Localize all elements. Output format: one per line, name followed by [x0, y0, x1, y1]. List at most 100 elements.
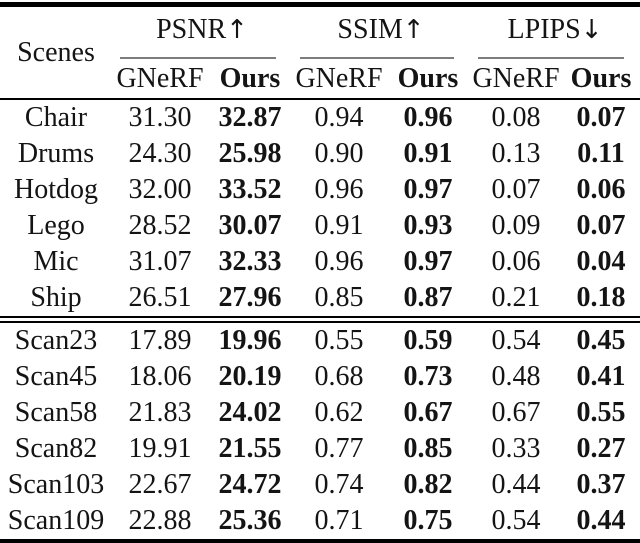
group-header-row: Scenes PSNR↑ SSIM↑ LPIPS↓ — [0, 4, 640, 100]
psnr-ours-value: 25.36 — [218, 505, 282, 536]
psnr-ours-value: 33.52 — [218, 174, 282, 205]
down-arrow-icon: ↓ — [580, 14, 603, 45]
psnr-gnerf-value: 22.88 — [128, 505, 192, 536]
ssim-ours-value: 0.93 — [403, 210, 453, 241]
ssim-gnerf-value: 0.85 — [292, 280, 386, 323]
up-arrow-icon: ↑ — [402, 14, 425, 45]
psnr-gnerf-header: GNeRF — [112, 60, 208, 100]
scene-name: Hotdog — [14, 174, 98, 205]
lpips-ours-value: 0.18 — [562, 280, 640, 323]
ssim-group-rule — [300, 57, 455, 59]
lpips-ours-value: 0.41 — [576, 361, 626, 392]
psnr-ours-value: 20.19 — [218, 361, 282, 392]
scene-name: Scan23 — [14, 325, 98, 356]
scene-name: Scan58 — [14, 397, 98, 428]
ssim-ours-header: Ours — [386, 60, 471, 100]
ssim-gnerf-value: 0.90 — [314, 138, 364, 169]
table-row: Ship 26.51 27.96 0.85 0.87 0.21 0.18 — [0, 280, 640, 323]
ssim-gnerf-header: GNeRF — [292, 60, 386, 100]
ssim-ours-value: 0.91 — [403, 138, 453, 169]
psnr-gnerf-value: 24.30 — [128, 138, 192, 169]
lpips-ours-value: 0.55 — [576, 397, 626, 428]
lpips-ours-value: 0.27 — [576, 433, 626, 464]
psnr-gnerf-value: 17.89 — [128, 325, 192, 356]
lpips-gnerf-value: 0.44 — [491, 469, 541, 500]
table-row: Scan109 22.88 25.36 0.71 0.75 0.54 0.44 — [0, 503, 640, 541]
ssim-ours-value: 0.75 — [403, 505, 453, 536]
lpips-gnerf-value: 0.48 — [491, 361, 541, 392]
psnr-gnerf-value: 31.07 — [128, 246, 192, 277]
lpips-ours-value: 0.07 — [576, 102, 626, 133]
ssim-ours-value: 0.97 — [403, 246, 453, 277]
table-row: Chair 31.30 32.87 0.94 0.96 0.08 0.07 — [0, 99, 640, 136]
psnr-ours-value: 32.33 — [218, 246, 282, 277]
method-header-row: GNeRF Ours GNeRF Ours GNeRF Ours — [0, 60, 640, 100]
psnr-gnerf-value: 21.83 — [128, 397, 192, 428]
lpips-gnerf-header: GNeRF — [470, 60, 563, 100]
ssim-ours-value: 0.96 — [403, 102, 453, 133]
lpips-gnerf-value: 0.13 — [491, 138, 541, 169]
lpips-ours-value: 0.37 — [576, 469, 626, 500]
psnr-ours-value: 24.02 — [218, 397, 282, 428]
lpips-ours-header: Ours — [562, 60, 640, 100]
up-arrow-icon: ↑ — [226, 14, 248, 45]
psnr-group-label: PSNR — [156, 13, 227, 45]
table-row: Scan58 21.83 24.02 0.62 0.67 0.67 0.55 — [0, 395, 640, 431]
lpips-gnerf-value: 0.08 — [491, 102, 541, 133]
lpips-gnerf-value: 0.21 — [470, 280, 563, 323]
lpips-gnerf-value: 0.06 — [491, 246, 541, 277]
ssim-gnerf-value: 0.55 — [314, 325, 364, 356]
lpips-ours-value: 0.07 — [576, 210, 626, 241]
psnr-ours-value: 30.07 — [218, 210, 282, 241]
ssim-ours-value: 0.59 — [403, 325, 453, 356]
table-row: Scan103 22.67 24.72 0.74 0.82 0.44 0.37 — [0, 467, 640, 503]
ssim-gnerf-value: 0.62 — [314, 397, 364, 428]
column-group-lpips: LPIPS↓ — [470, 5, 640, 61]
ssim-gnerf-value: 0.91 — [314, 210, 364, 241]
lpips-gnerf-value: 0.54 — [491, 505, 541, 536]
lpips-ours-value: 0.06 — [576, 174, 626, 205]
column-group-ssim: SSIM↑ — [292, 5, 470, 61]
ssim-gnerf-value: 0.94 — [314, 102, 364, 133]
lpips-ours-value: 0.45 — [576, 325, 626, 356]
table-row: Drums 24.30 25.98 0.90 0.91 0.13 0.11 — [0, 136, 640, 172]
table-row: Mic 31.07 32.33 0.96 0.97 0.06 0.04 — [0, 244, 640, 280]
lpips-ours-value: 0.44 — [576, 505, 626, 536]
psnr-ours-value: 21.55 — [218, 433, 282, 464]
psnr-group-rule — [120, 57, 276, 59]
lpips-group-rule — [478, 57, 625, 59]
psnr-ours-header: Ours — [208, 60, 292, 100]
psnr-ours-value: 27.96 — [208, 280, 292, 323]
psnr-gnerf-value: 19.91 — [128, 433, 192, 464]
table-row: Scan23 17.89 19.96 0.55 0.59 0.54 0.45 — [0, 320, 640, 360]
table-row: Scan45 18.06 20.19 0.68 0.73 0.48 0.41 — [0, 359, 640, 395]
psnr-ours-value: 19.96 — [218, 325, 282, 356]
table-row: Hotdog 32.00 33.52 0.96 0.97 0.07 0.06 — [0, 172, 640, 208]
psnr-ours-value: 25.98 — [218, 138, 282, 169]
lpips-ours-value: 0.04 — [576, 246, 626, 277]
psnr-gnerf-value: 31.30 — [128, 102, 192, 133]
scene-name: Mic — [33, 246, 79, 277]
ssim-gnerf-value: 0.71 — [314, 505, 364, 536]
scene-name: Chair — [24, 102, 88, 133]
lpips-gnerf-value: 0.07 — [491, 174, 541, 205]
ssim-ours-value: 0.87 — [386, 280, 471, 323]
ssim-gnerf-value: 0.74 — [314, 469, 364, 500]
lpips-group-label: LPIPS — [507, 13, 581, 45]
psnr-gnerf-value: 26.51 — [112, 280, 208, 323]
lpips-gnerf-value: 0.67 — [491, 397, 541, 428]
scene-name: Scan45 — [14, 361, 98, 392]
lpips-gnerf-value: 0.54 — [491, 325, 541, 356]
ssim-gnerf-value: 0.77 — [314, 433, 364, 464]
scene-name: Scan109 — [7, 505, 105, 536]
lpips-ours-value: 0.11 — [577, 138, 625, 169]
scene-name: Lego — [27, 210, 85, 241]
psnr-ours-value: 32.87 — [218, 102, 282, 133]
psnr-gnerf-value: 32.00 — [128, 174, 192, 205]
table-row: Scan82 19.91 21.55 0.77 0.85 0.33 0.27 — [0, 431, 640, 467]
column-group-psnr: PSNR↑ — [112, 5, 292, 61]
scenes-column-header: Scenes — [0, 4, 112, 100]
psnr-ours-value: 24.72 — [218, 469, 282, 500]
ssim-ours-value: 0.82 — [403, 469, 453, 500]
ssim-ours-value: 0.85 — [403, 433, 453, 464]
